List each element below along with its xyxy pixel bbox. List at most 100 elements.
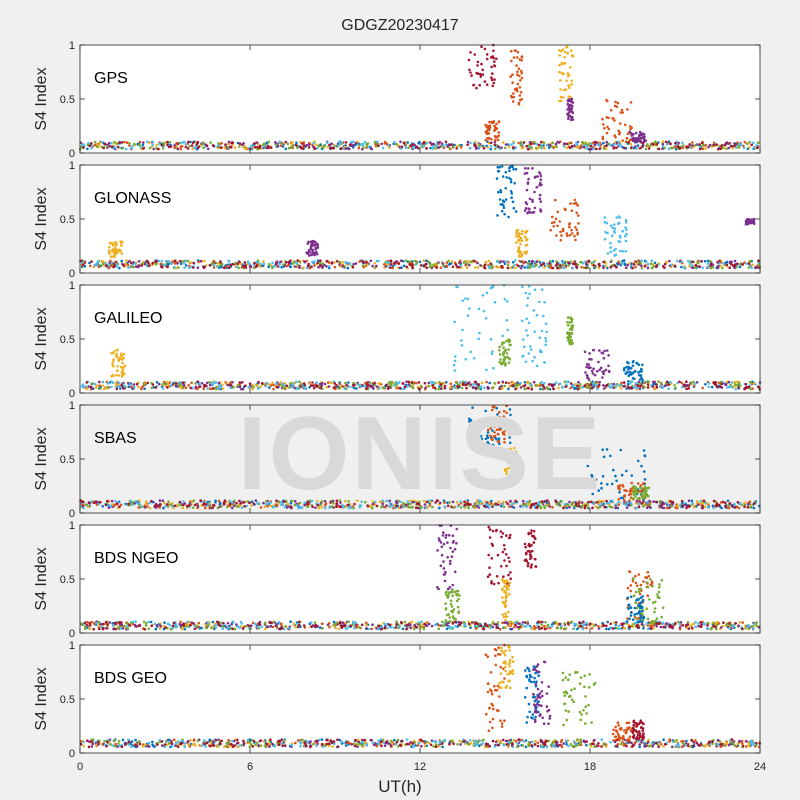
s4-point — [676, 504, 680, 508]
s4-point — [554, 500, 558, 504]
s4-point — [148, 146, 152, 150]
s4-point — [602, 123, 605, 126]
s4-point — [400, 145, 404, 149]
s4-point — [559, 88, 562, 91]
s4-point — [602, 260, 605, 264]
s4-point — [373, 266, 377, 270]
s4-point — [340, 141, 344, 145]
s4-point — [306, 500, 310, 503]
s4-point — [295, 380, 298, 384]
s4-point — [512, 168, 515, 171]
s4-point — [89, 385, 93, 389]
s4-point — [621, 111, 624, 114]
s4-point — [538, 336, 542, 340]
s4-point — [730, 504, 734, 508]
s4-point — [514, 499, 517, 503]
s4-point — [570, 209, 574, 212]
s4-point — [507, 145, 511, 149]
s4-point — [558, 54, 561, 57]
s4-point — [467, 420, 471, 423]
s4-point — [445, 381, 448, 384]
s4-point — [179, 380, 182, 384]
s4-point — [93, 382, 97, 386]
s4-point — [575, 211, 578, 215]
plot-area — [80, 405, 760, 513]
s4-point — [646, 494, 650, 498]
s4-point — [536, 175, 539, 178]
s4-point — [517, 101, 521, 105]
s4-point — [196, 380, 200, 384]
s4-point — [91, 382, 94, 385]
s4-point — [93, 143, 97, 147]
s4-point — [629, 127, 632, 131]
s4-point — [496, 421, 500, 425]
s4-point — [106, 386, 110, 389]
s4-point — [549, 228, 552, 232]
s4-point — [494, 145, 498, 148]
s4-point — [196, 266, 200, 270]
s4-point — [486, 431, 490, 434]
s4-point — [120, 370, 124, 374]
s4-point — [308, 248, 311, 252]
s4-point — [570, 144, 574, 148]
s4-point — [335, 502, 339, 505]
s4-point — [448, 501, 452, 504]
s4-point — [115, 352, 118, 356]
s4-point — [216, 262, 220, 265]
s4-point — [523, 235, 527, 238]
s4-point — [286, 502, 290, 506]
s4-point — [638, 502, 641, 506]
s4-point — [502, 505, 506, 509]
s4-point — [568, 225, 571, 229]
s4-point — [352, 381, 355, 385]
s4-point — [330, 142, 333, 145]
s4-point — [497, 145, 500, 149]
s4-point — [560, 61, 563, 65]
s4-point — [344, 260, 348, 264]
s4-point — [417, 381, 421, 384]
s4-point — [365, 263, 369, 267]
s4-point — [489, 144, 493, 148]
s4-point — [104, 503, 108, 507]
y-axis-label: S4 Index — [33, 187, 50, 250]
s4-point — [117, 385, 121, 388]
s4-point — [484, 260, 488, 264]
s4-point — [631, 364, 635, 368]
s4-point — [527, 207, 530, 210]
s4-point — [127, 266, 130, 269]
s4-point — [486, 503, 490, 506]
s4-point — [650, 259, 654, 263]
s4-point — [634, 260, 637, 263]
s4-point — [658, 499, 662, 503]
s4-point — [305, 251, 309, 254]
s4-point — [557, 386, 560, 390]
s4-point — [277, 265, 280, 268]
s4-point — [596, 369, 599, 373]
s4-point — [535, 364, 539, 368]
s4-point — [137, 499, 141, 503]
s4-point — [110, 145, 114, 148]
s4-point — [618, 383, 622, 387]
s4-point — [512, 95, 516, 99]
s4-point — [490, 420, 494, 424]
s4-point — [509, 499, 512, 503]
s4-point — [493, 405, 496, 409]
s4-point — [634, 506, 638, 510]
s4-point — [691, 501, 694, 505]
s4-point — [447, 259, 450, 263]
s4-point — [85, 381, 89, 384]
s4-point — [503, 356, 507, 359]
s4-point — [573, 387, 576, 391]
s4-point — [157, 382, 161, 386]
s4-point — [739, 384, 742, 387]
s4-point — [485, 53, 489, 56]
s4-point — [500, 384, 503, 388]
s4-point — [449, 382, 453, 386]
s4-point — [377, 144, 380, 148]
s4-point — [385, 504, 388, 507]
s4-point — [619, 387, 623, 390]
s4-point — [108, 145, 111, 148]
s4-point — [625, 489, 628, 493]
s4-point — [82, 146, 85, 149]
